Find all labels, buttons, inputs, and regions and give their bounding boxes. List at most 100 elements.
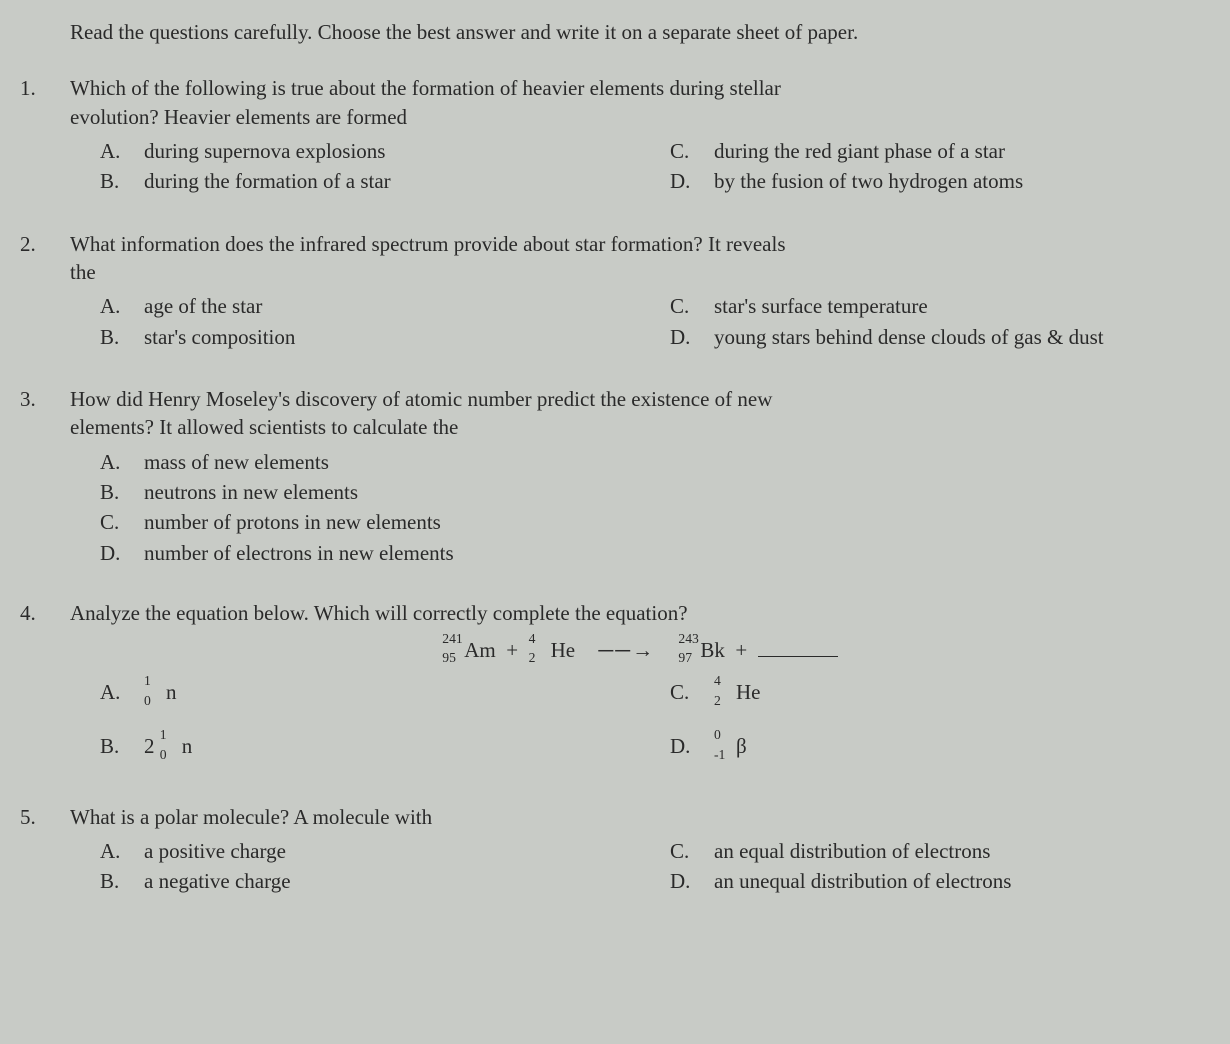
stem-line: elements? It allowed scientists to calcu… xyxy=(70,415,458,439)
element-symbol: n xyxy=(166,680,177,704)
mass-number: 4 xyxy=(714,672,721,690)
option-a: A. during supernova explosions xyxy=(100,137,640,165)
option-text: neutrons in new elements xyxy=(144,478,358,506)
option-letter: A. xyxy=(100,448,126,476)
instructions-text: Read the questions carefully. Choose the… xyxy=(70,18,1210,46)
option-b: B.during the formation of a star xyxy=(100,167,640,195)
question-stem: What information does the infrared spect… xyxy=(70,230,1210,287)
option-nuclide: 4 2 He xyxy=(714,678,761,706)
question-stem: Analyze the equation below. Which will c… xyxy=(70,599,1210,627)
nuclide-am: 241 95 Am xyxy=(442,636,496,664)
option-text: number of electrons in new elements xyxy=(144,539,454,567)
nuclide-bk: 243 97 Bk xyxy=(678,636,725,664)
question-number: 5. xyxy=(20,803,36,831)
stem-line: the xyxy=(70,260,96,284)
option-a: A. a positive charge xyxy=(100,837,640,865)
question-2: 2. What information does the infrared sp… xyxy=(70,230,1210,353)
question-stem: How did Henry Moseley's discovery of ato… xyxy=(70,385,1210,442)
question-4: 4. Analyze the equation below. Which wil… xyxy=(70,599,1210,762)
option-text: during supernova explosions xyxy=(144,137,385,165)
option-letter: B. xyxy=(100,323,126,351)
question-3: 3. How did Henry Moseley's discovery of … xyxy=(70,385,1210,567)
option-text: a positive charge xyxy=(144,837,286,865)
plus-sign: + xyxy=(735,638,747,662)
option-d: D. 0 -1 β xyxy=(670,732,1210,760)
question-number: 2. xyxy=(20,230,36,258)
question-number: 3. xyxy=(20,385,36,413)
stem-line: What is a polar molecule? A molecule wit… xyxy=(70,805,432,829)
atomic-number: 0 xyxy=(144,692,151,710)
blank-line xyxy=(758,656,838,657)
option-c: C. an equal distribution of electrons xyxy=(670,837,1210,865)
option-letter: B. xyxy=(100,732,126,760)
atomic-number: -1 xyxy=(714,746,725,764)
option-letter: A. xyxy=(100,137,126,165)
option-d: D.an unequal distribution of electrons xyxy=(670,867,1210,895)
mass-number: 0 xyxy=(714,726,721,744)
option-letter: B. xyxy=(100,867,126,895)
mass-number: 1 xyxy=(144,672,151,690)
option-text: an equal distribution of electrons xyxy=(714,837,990,865)
option-c: C. number of protons in new elements xyxy=(100,508,1210,536)
option-letter: A. xyxy=(100,837,126,865)
options-grid: A.during supernova explosions B.during t… xyxy=(100,137,1210,198)
option-d: D.by the fusion of two hydrogen atoms xyxy=(670,167,1210,195)
question-stem: Which of the following is true about the… xyxy=(70,74,1210,131)
option-nuclide: 1 0 n xyxy=(144,678,177,706)
option-letter: C. xyxy=(670,137,696,165)
option-nuclide: 2 1 0 n xyxy=(144,732,192,760)
mass-number: 4 xyxy=(529,630,536,648)
option-a: A. 1 0 n xyxy=(100,678,640,706)
element-symbol: n xyxy=(182,734,193,758)
plus-sign: + xyxy=(506,638,518,662)
question-1: 1. Which of the following is true about … xyxy=(70,74,1210,197)
question-stem: What is a polar molecule? A molecule wit… xyxy=(70,803,1210,831)
atomic-number: 2 xyxy=(714,692,721,710)
question-5: 5. What is a polar molecule? A molecule … xyxy=(70,803,1210,898)
option-b: B. 2 1 0 n xyxy=(100,732,640,760)
options-grid: A.a positive charge B.a negative charge … xyxy=(100,837,1210,898)
option-letter: D. xyxy=(670,167,696,195)
option-text: age of the star xyxy=(144,292,262,320)
option-text: an unequal distribution of electrons xyxy=(714,867,1011,895)
reaction-arrow: ──→ xyxy=(598,638,655,662)
option-text: star's composition xyxy=(144,323,295,351)
atomic-number: 95 xyxy=(442,649,456,667)
element-symbol: He xyxy=(551,638,576,662)
option-letter: A. xyxy=(100,678,126,706)
option-text: during the red giant phase of a star xyxy=(714,137,1005,165)
option-text: young stars behind dense clouds of gas &… xyxy=(714,323,1104,351)
stem-line: evolution? Heavier elements are formed xyxy=(70,105,407,129)
option-text: star's surface temperature xyxy=(714,292,928,320)
option-text: a negative charge xyxy=(144,867,291,895)
question-number: 1. xyxy=(20,74,36,102)
option-d: D. young stars behind dense clouds of gas… xyxy=(670,323,1210,351)
option-letter: C. xyxy=(670,292,696,320)
option-a: A. age of the star xyxy=(100,292,640,320)
option-a: A.mass of new elements xyxy=(100,448,1210,476)
stem-line: Analyze the equation below. Which will c… xyxy=(70,601,688,625)
options-grid: A. 1 0 n C. 4 2 He B. 2 xyxy=(100,678,1210,763)
option-d: D.number of electrons in new elements xyxy=(100,539,1210,567)
option-letter: C. xyxy=(100,508,126,536)
option-c: C. 4 2 He xyxy=(670,678,1210,706)
option-letter: D. xyxy=(670,323,696,351)
option-letter: C. xyxy=(670,678,696,706)
element-symbol: Am xyxy=(464,638,496,662)
mass-number: 243 xyxy=(678,630,698,648)
stem-line: What information does the infrared spect… xyxy=(70,232,786,256)
option-letter: A. xyxy=(100,292,126,320)
atomic-number: 0 xyxy=(160,746,167,764)
option-text: number of protons in new elements xyxy=(144,508,441,536)
option-letter: B. xyxy=(100,167,126,195)
options-grid: A. age of the star B. star's composition C… xyxy=(100,292,1210,353)
option-letter: C. xyxy=(670,837,696,865)
atomic-number: 2 xyxy=(529,649,536,667)
option-b: B. star's composition xyxy=(100,323,640,351)
option-prefix: 2 xyxy=(144,734,160,758)
mass-number: 1 xyxy=(160,726,167,744)
element-symbol: β xyxy=(736,734,747,758)
nuclear-equation: 241 95 Am + 4 2 He ──→ 243 97 Bk + xyxy=(70,636,1210,664)
option-c: C. during the red giant phase of a star xyxy=(670,137,1210,165)
option-letter: B. xyxy=(100,478,126,506)
